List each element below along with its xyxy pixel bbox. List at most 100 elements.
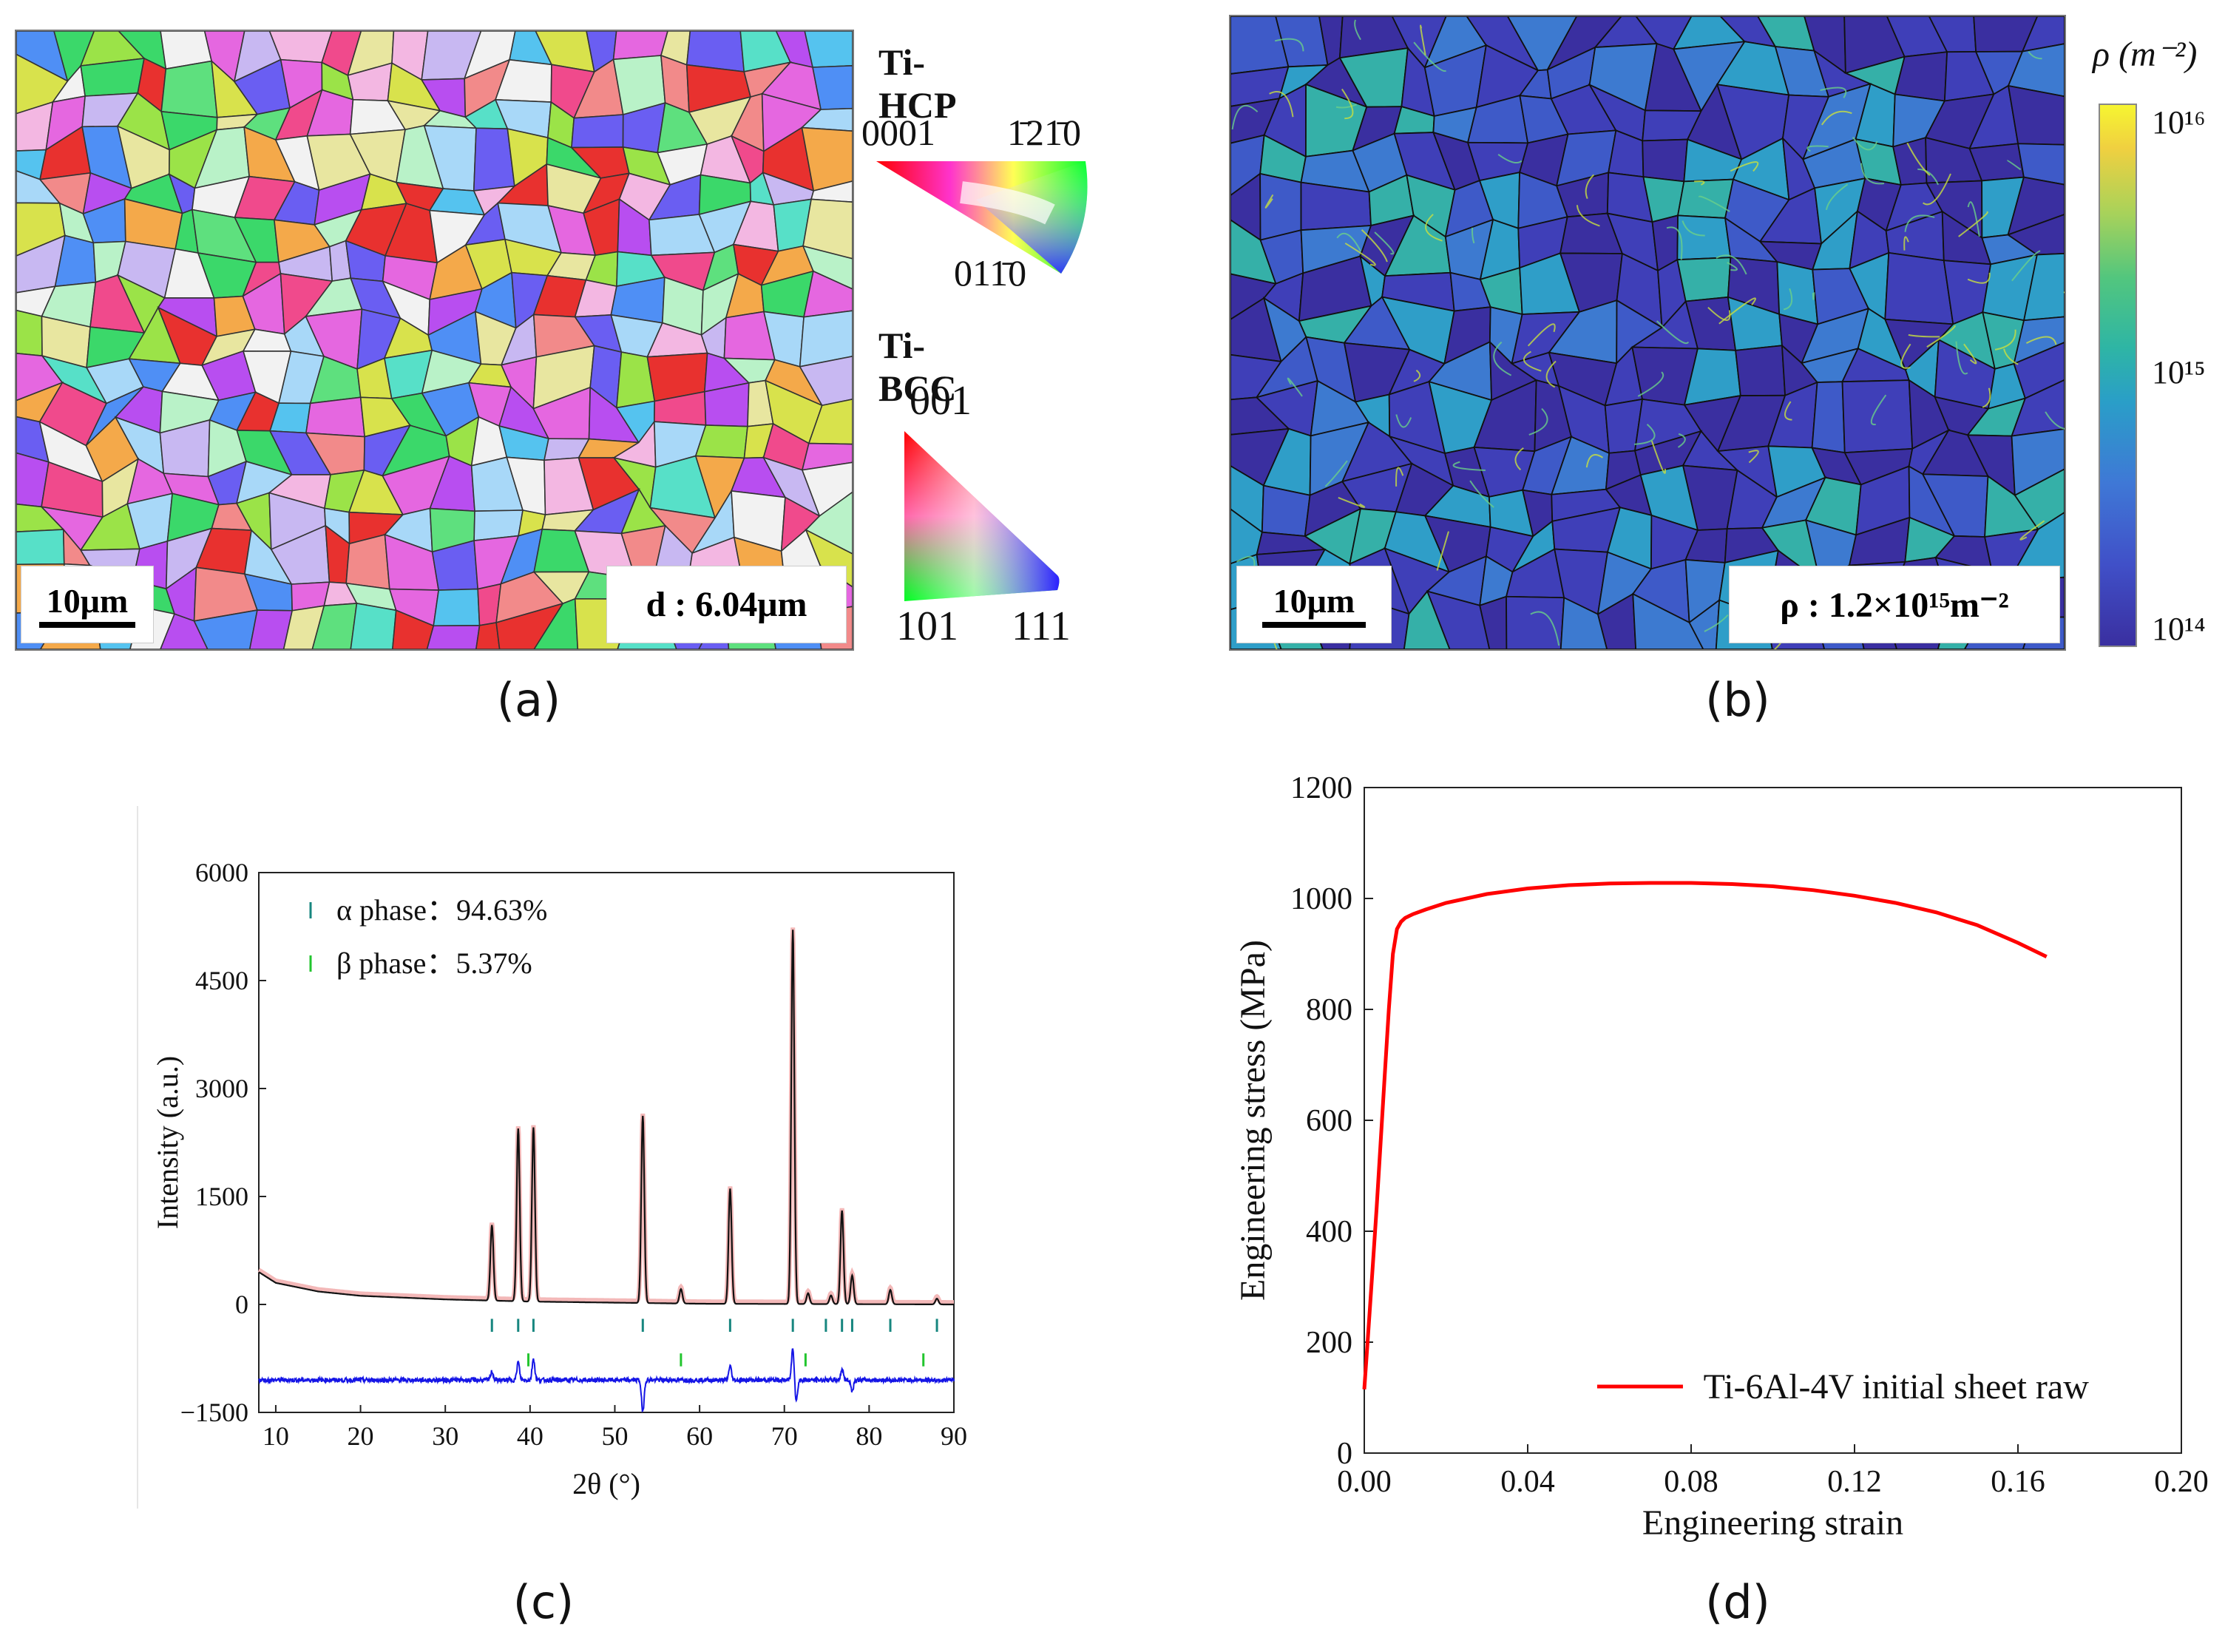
dislocation-line (1413, 41, 1447, 72)
dislocation-line (1634, 423, 1656, 445)
dislocation-line (1395, 467, 1404, 487)
rho-grain (1632, 592, 1704, 649)
dislocation-line (1958, 211, 1988, 237)
rho-grain (2011, 379, 2065, 437)
dislocation-line (1344, 243, 1376, 266)
rho-grain (1559, 596, 1608, 649)
dislocation-line (1727, 262, 1738, 271)
dislocation-line (1236, 555, 1256, 567)
xrd-legend-label: β phase：5.37% (336, 947, 532, 980)
ss-y-tick-label: 1000 (1290, 882, 1352, 916)
dislocation-line (1436, 531, 1449, 571)
dislocation-line (1545, 360, 1557, 388)
xrd-difference-series (258, 1348, 955, 1413)
scale-bar-a-label: 10μm (46, 582, 129, 620)
xrd-y-tick-label: 3000 (195, 1074, 248, 1103)
rho-grain (1811, 381, 1846, 454)
dislocation-line (1963, 343, 1977, 365)
dislocation-line (1374, 231, 1395, 255)
colorbar-tick-15: 10¹⁵ (2152, 354, 2206, 390)
xrd-x-tick-label: 90 (941, 1421, 967, 1451)
bcc-111-label: 111 (1012, 603, 1071, 649)
hcp-legend-title: Ti-HCP (878, 41, 957, 126)
grain (801, 126, 853, 192)
grain (805, 491, 853, 555)
grain (495, 602, 565, 649)
rho-grain (1735, 345, 1787, 396)
xrd-x-tick-label: 20 (348, 1421, 374, 1451)
grain (345, 534, 390, 590)
rho-grain (1676, 214, 1732, 261)
grain (810, 180, 853, 203)
xrd-y-tick-label: 6000 (195, 858, 248, 887)
grain (800, 107, 853, 132)
rho-grain (1676, 257, 1732, 302)
grain (305, 396, 366, 438)
xrd-x-tick-label: 60 (686, 1421, 713, 1451)
hcp-011bar0-label: 011̄0 (954, 252, 1027, 294)
dislocation-line (1413, 369, 1421, 382)
dislocation-line (1748, 450, 1759, 464)
ss-y-tick-label: 0 (1337, 1437, 1352, 1471)
dislocation-line (1324, 460, 1348, 487)
dislocation-line (1650, 440, 1667, 474)
dislocation-line (1338, 497, 1366, 508)
dislocation-line (1682, 220, 1705, 237)
scale-bar-b-label: 10μm (1273, 582, 1355, 620)
dislocation-line (1637, 371, 1664, 397)
grain (193, 609, 258, 649)
ss-x-axis-label: Engineering strain (1642, 1503, 1903, 1543)
stress-strain-series (1362, 881, 2048, 1389)
dislocation-line (2007, 160, 2022, 171)
dislocation-line (1852, 137, 1878, 151)
caption-b: (b) (1705, 673, 1770, 727)
rho-grain (2008, 511, 2065, 581)
ss-y-tick-label: 200 (1306, 1326, 1352, 1360)
dislocation-line (1264, 194, 1274, 209)
ss-y-axis-label: Engineering stress (MPa) (1233, 940, 1273, 1301)
xrd-x-axis-label: 2θ (°) (572, 1467, 640, 1500)
rho-grain (1403, 589, 1451, 649)
grain (282, 605, 325, 649)
dislocation-line (1955, 341, 1968, 375)
xrd-calculated-series (258, 930, 954, 1306)
dislocation-density-map (1229, 15, 2066, 651)
dislocation-line (1452, 461, 1486, 472)
grain (533, 598, 579, 649)
density-label: ρ : 1.2×10¹⁵m⁻² (1729, 566, 2060, 643)
dislocation-line (1231, 104, 1259, 130)
dislocation-line (1361, 229, 1388, 263)
dislocation-line (1341, 88, 1354, 120)
rho-grain (2006, 213, 2065, 256)
grain (812, 64, 853, 110)
dislocation-line (1783, 288, 1793, 311)
dislocation-line (1469, 480, 1494, 508)
colorbar-title: ρ (m⁻²) (2093, 35, 2198, 74)
dislocation-line (1287, 377, 1303, 397)
dislocation-line (1707, 306, 1731, 321)
dislocation-line (1806, 145, 1829, 152)
dislocation-line (1967, 272, 1991, 284)
xrd-plot-frame (258, 872, 955, 1413)
dislocation-line (2003, 348, 2019, 365)
dislocation-line (1576, 205, 1600, 227)
hcp-ipf-triangle (876, 161, 1088, 274)
grain-size-label: d : 6.04μm (606, 566, 847, 643)
ss-y-tick-label: 1200 (1290, 771, 1352, 805)
dislocation-line (1514, 447, 1524, 471)
dislocation-line (1812, 292, 1815, 300)
dislocation-line (1923, 173, 1951, 206)
dislocation-line (1471, 227, 1475, 244)
grain (802, 245, 853, 290)
dislocation-line (1784, 401, 1792, 421)
rho-grain (2013, 341, 2065, 399)
xrd-y-tick-label: −1500 (180, 1398, 248, 1427)
dislocation-line (2019, 520, 2045, 541)
scale-bar-a: 10μm (21, 566, 154, 643)
ss-x-tick-label: 0.16 (1991, 1465, 2045, 1499)
xrd-x-tick-label: 10 (263, 1421, 289, 1451)
rho-grain (1261, 484, 1311, 538)
dislocation-line (1904, 214, 1935, 232)
grain (16, 309, 43, 357)
dislocation-line (1335, 104, 1358, 109)
